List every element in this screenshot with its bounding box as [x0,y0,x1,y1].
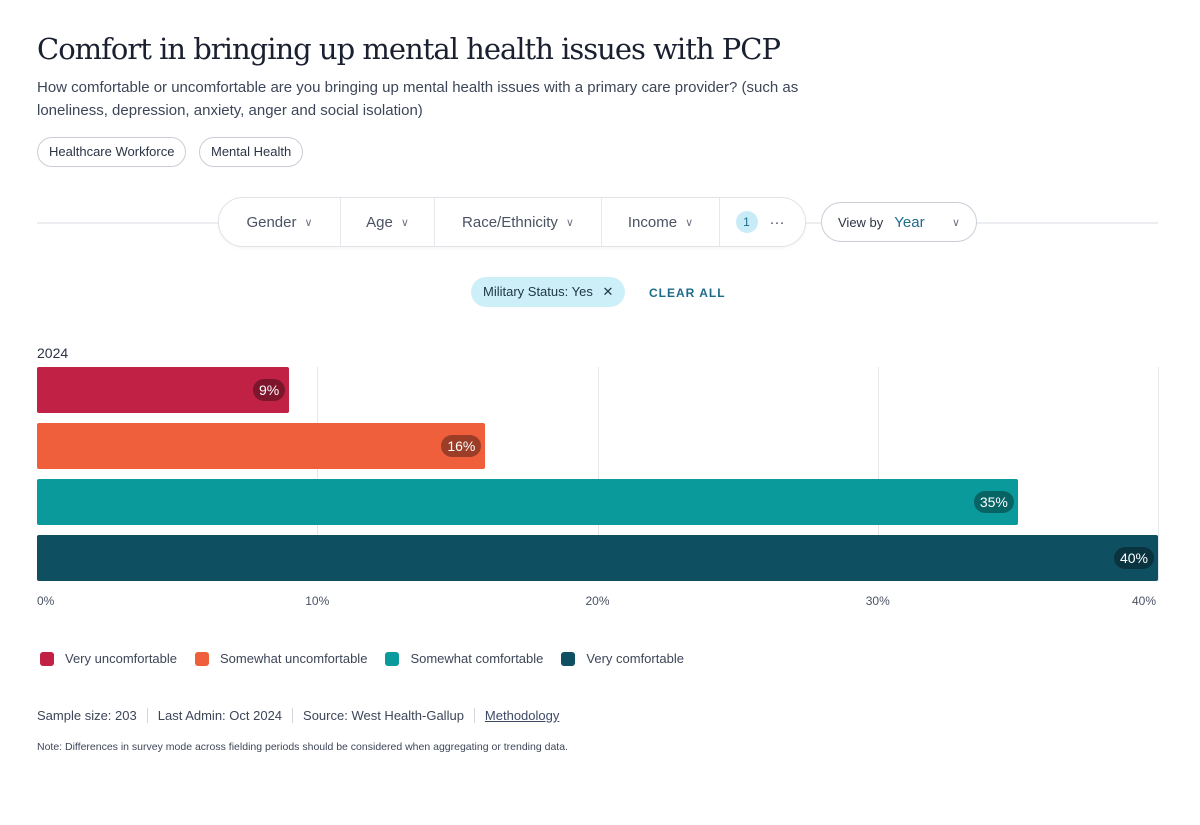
legend-label: Very uncomfortable [65,651,178,666]
bar[interactable]: 16% [37,423,486,469]
active-filter-chip[interactable]: Military Status: Yes ✕ [471,277,626,307]
footnote: Note: Differences in survey mode across … [37,741,568,753]
more-filters-button[interactable]: 1 ··· [720,198,800,246]
data-label: 40% [1113,547,1154,569]
view-by-label: View by [838,214,884,230]
legend: Very uncomfortable Somewhat uncomfortable… [40,651,684,666]
sample-size: Sample size: 203 [37,708,148,723]
legend-label: Somewhat uncomfortable [220,651,368,666]
group-label: 2024 [37,345,69,361]
x-tick-label: 40% [1132,594,1157,608]
data-label: 35% [973,491,1014,513]
x-tick-label: 0% [37,594,55,608]
chart-meta: Sample size: 203 Last Admin: Oct 2024 So… [37,708,569,723]
gridline [597,367,599,581]
close-icon[interactable]: ✕ [602,284,614,299]
clear-all-button[interactable]: CLEAR ALL [649,286,726,300]
bar[interactable]: 9% [37,367,290,413]
view-by-value: Year [894,213,925,231]
gridline [877,367,879,581]
page-subtitle: How comfortable or uncomfortable are you… [37,79,799,119]
tag-mental-health[interactable]: Mental Health [199,137,304,167]
legend-label: Very comfortable [586,651,684,666]
legend-item[interactable]: Somewhat uncomfortable [195,651,367,666]
filter-bar: Gender ∨ Age ∨ Race/Ethnicity ∨ Income ∨ 1 ··… [218,197,806,247]
chevron-down-icon: ∨ [304,216,313,229]
chevron-down-icon: ∨ [400,216,409,229]
gridline [1158,367,1159,581]
methodology-link[interactable]: Methodology [484,708,560,723]
filter-race-ethnicity[interactable]: Race/Ethnicity ∨ [435,198,602,246]
filter-label: Gender [246,213,297,231]
filter-age[interactable]: Age ∨ [341,198,435,246]
legend-swatch [195,651,210,666]
data-label: 9% [252,379,286,401]
legend-swatch [40,651,54,666]
x-tick-label: 10% [305,594,330,608]
page-title: Comfort in bringing up mental health iss… [37,32,781,66]
legend-swatch [385,651,400,666]
filter-label: Income [627,213,678,231]
filter-gender[interactable]: Gender ∨ [219,198,341,246]
source: Source: West Health-Gallup [293,708,475,723]
view-by-select[interactable]: View by Year ∨ [821,202,977,242]
tag-healthcare-workforce[interactable]: Healthcare Workforce [37,137,187,167]
chip-label: Military Status: Yes [483,284,593,299]
last-admin: Last Admin: Oct 2024 [148,708,294,723]
bar[interactable]: 40% [37,535,1158,581]
active-filter-count: 1 [735,211,758,233]
legend-label: Somewhat comfortable [410,651,544,666]
chevron-down-icon: ∨ [685,216,694,229]
x-tick-label: 20% [585,594,610,608]
legend-item[interactable]: Very comfortable [561,651,684,666]
filter-label: Age [366,213,393,231]
legend-item[interactable]: Very uncomfortable [40,651,177,666]
x-tick-label: 30% [865,594,890,608]
chevron-down-icon: ∨ [951,216,960,229]
filter-income[interactable]: Income ∨ [602,198,720,246]
filter-label: Race/Ethnicity [462,213,558,231]
data-label: 16% [441,435,482,457]
more-icon: ··· [769,213,785,231]
gridline [317,367,319,581]
bar[interactable]: 35% [37,479,1018,525]
legend-swatch [561,651,576,666]
legend-item[interactable]: Somewhat comfortable [385,651,543,666]
chevron-down-icon: ∨ [565,216,574,229]
